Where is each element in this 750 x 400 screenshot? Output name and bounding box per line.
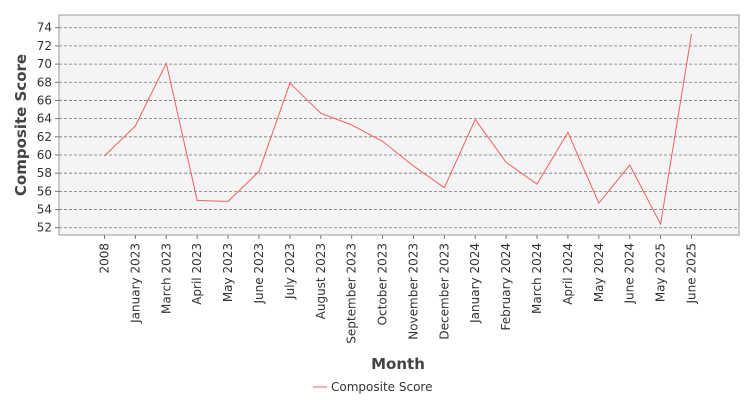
gridlines: [59, 27, 739, 229]
y-tick-label: 68: [37, 75, 52, 89]
series-line-composite-score: [104, 34, 692, 226]
y-tick-label: 54: [37, 203, 52, 217]
y-tick-label: 52: [37, 221, 52, 235]
x-tick-label: July 2023: [283, 243, 297, 300]
series-layer: [104, 34, 692, 226]
y-axis-title: Composite Score: [12, 54, 30, 196]
x-tick-label: May 2023: [221, 243, 235, 302]
x-tick-label: January 2023: [128, 243, 142, 324]
y-tick-label: 64: [37, 112, 52, 126]
y-tick-label: 62: [37, 130, 52, 144]
plot-area: [58, 14, 740, 236]
x-tick-label: October 2023: [376, 243, 390, 325]
x-tick-label: November 2023: [406, 243, 420, 340]
x-tick-label: May 2024: [592, 243, 606, 302]
y-tick-label: 72: [37, 39, 52, 53]
y-tick-label: 58: [37, 166, 52, 180]
x-tick-label: April 2023: [190, 243, 204, 305]
x-tick-label: April 2024: [561, 243, 575, 305]
legend-label-composite-score: Composite Score: [331, 380, 432, 394]
x-tick-label: June 2024: [623, 243, 637, 305]
y-tick-label: 74: [37, 21, 52, 35]
x-tick-label: March 2023: [159, 243, 173, 314]
x-tick-label: August 2023: [314, 243, 328, 319]
x-tick-label: March 2024: [530, 243, 544, 314]
y-tick-label: 56: [37, 184, 52, 198]
x-tick-label: 2008: [98, 243, 112, 274]
x-tick-label: February 2024: [499, 243, 513, 331]
legend: Composite Score: [313, 380, 432, 394]
x-tick-label: December 2023: [437, 243, 451, 340]
y-tick-label: 66: [37, 93, 52, 107]
x-tick-label: January 2024: [468, 243, 482, 324]
y-tick-label: 70: [37, 57, 52, 71]
x-tick-label: September 2023: [345, 243, 359, 344]
y-axis-ticks: 52 54 56 58 60 62 64 66 68 70 72 74: [37, 21, 59, 235]
x-tick-label: June 2023: [252, 243, 266, 305]
x-axis-title: Month: [371, 355, 425, 373]
x-tick-label: June 2025: [685, 243, 699, 305]
x-tick-label: May 2025: [654, 243, 668, 302]
y-tick-label: 60: [37, 148, 52, 162]
x-axis-ticks: 2008 January 2023 March 2023 April 2023 May …: [98, 235, 699, 344]
